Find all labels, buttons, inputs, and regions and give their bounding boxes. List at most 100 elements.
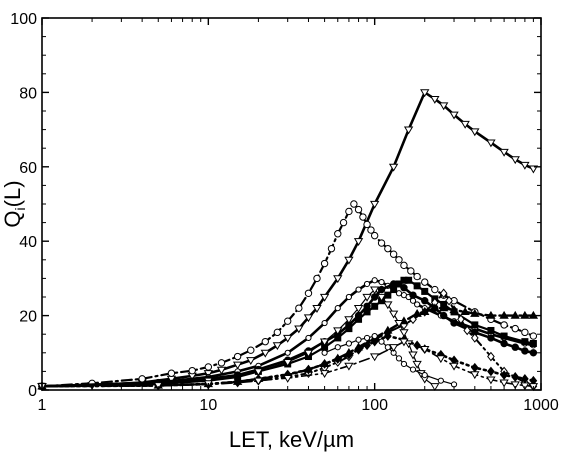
data-point [319,370,330,379]
data-point [511,343,519,351]
data-point [294,325,304,334]
data-point [445,295,453,306]
data-point [520,161,530,170]
data-point [283,374,293,383]
data-point [521,347,529,355]
data-point [304,364,313,375]
data-point [217,359,226,367]
data-point [499,148,509,157]
data-point [408,351,418,360]
data-point [430,303,440,312]
data-point [204,363,213,371]
data-point [253,368,264,377]
x-axis-title: LET, keV/µm [229,427,354,452]
data-point [463,325,472,336]
data-point [431,285,439,294]
series-layer [37,89,539,392]
data-point [371,302,379,310]
data-point [334,305,341,312]
data-point [405,276,413,284]
data-point [399,338,409,347]
data-point [253,377,264,386]
series-line [41,292,535,388]
data-point [260,349,270,358]
data-point [457,314,465,325]
data-point [487,351,495,362]
data-point [283,317,292,325]
data-point [216,366,227,375]
data-point [295,304,303,312]
data-point [320,259,329,268]
data-point [511,324,519,333]
data-point [344,316,354,325]
data-point [388,163,399,172]
data-point [363,340,371,351]
series-10 [321,332,458,388]
data-point [437,377,444,384]
data-point [499,379,509,388]
data-point [449,362,459,371]
data-point [354,345,363,355]
data-point [246,357,256,366]
data-point [439,102,449,111]
data-point [138,375,146,383]
y-axis-title: Qi(L) [0,180,28,227]
data-point [486,310,496,319]
data-point [321,349,328,356]
data-point [355,286,362,293]
data-point [470,333,479,343]
data-point [413,272,421,281]
data-point [439,303,449,312]
data-point [319,338,330,347]
data-point [313,274,321,283]
y-tick-label: 100 [10,11,37,28]
data-point [303,314,314,323]
data-point [500,370,508,380]
data-point [370,336,379,347]
x-tick-label: 1 [38,397,47,414]
data-point [400,360,408,368]
data-point [388,344,399,352]
data-point [470,308,480,317]
data-point [521,328,529,337]
data-point [273,328,282,337]
y-axis-title-subscript: i [12,207,28,210]
data-point [383,301,393,310]
data-point [510,310,520,319]
data-point [333,354,342,364]
data-point [420,345,430,354]
data-point [363,302,371,310]
data-point [528,165,539,174]
data-point [339,218,348,227]
data-point [460,120,470,129]
data-point [350,200,358,208]
data-point [371,277,378,284]
data-point [345,207,353,216]
data-point [233,352,242,361]
data-point [521,338,529,346]
data-point [499,310,509,319]
data-point [334,230,342,238]
data-point [377,239,386,247]
data-point [395,355,403,362]
data-point [403,126,414,135]
y-tick-label: 20 [19,309,37,326]
data-point [384,291,392,299]
data-point [344,362,354,371]
data-point [510,381,520,390]
data-point [377,285,386,294]
data-point [394,319,404,328]
data-point [261,337,269,346]
data-point [487,334,495,342]
y-axis-title-main: Q [0,210,25,227]
data-point [439,288,448,299]
data-point [303,349,314,358]
data-point [167,369,176,377]
data-point [449,305,459,314]
data-point [486,139,496,148]
data-point [232,361,243,370]
data-point [321,319,328,327]
data-point [470,128,480,137]
data-point [376,293,387,302]
